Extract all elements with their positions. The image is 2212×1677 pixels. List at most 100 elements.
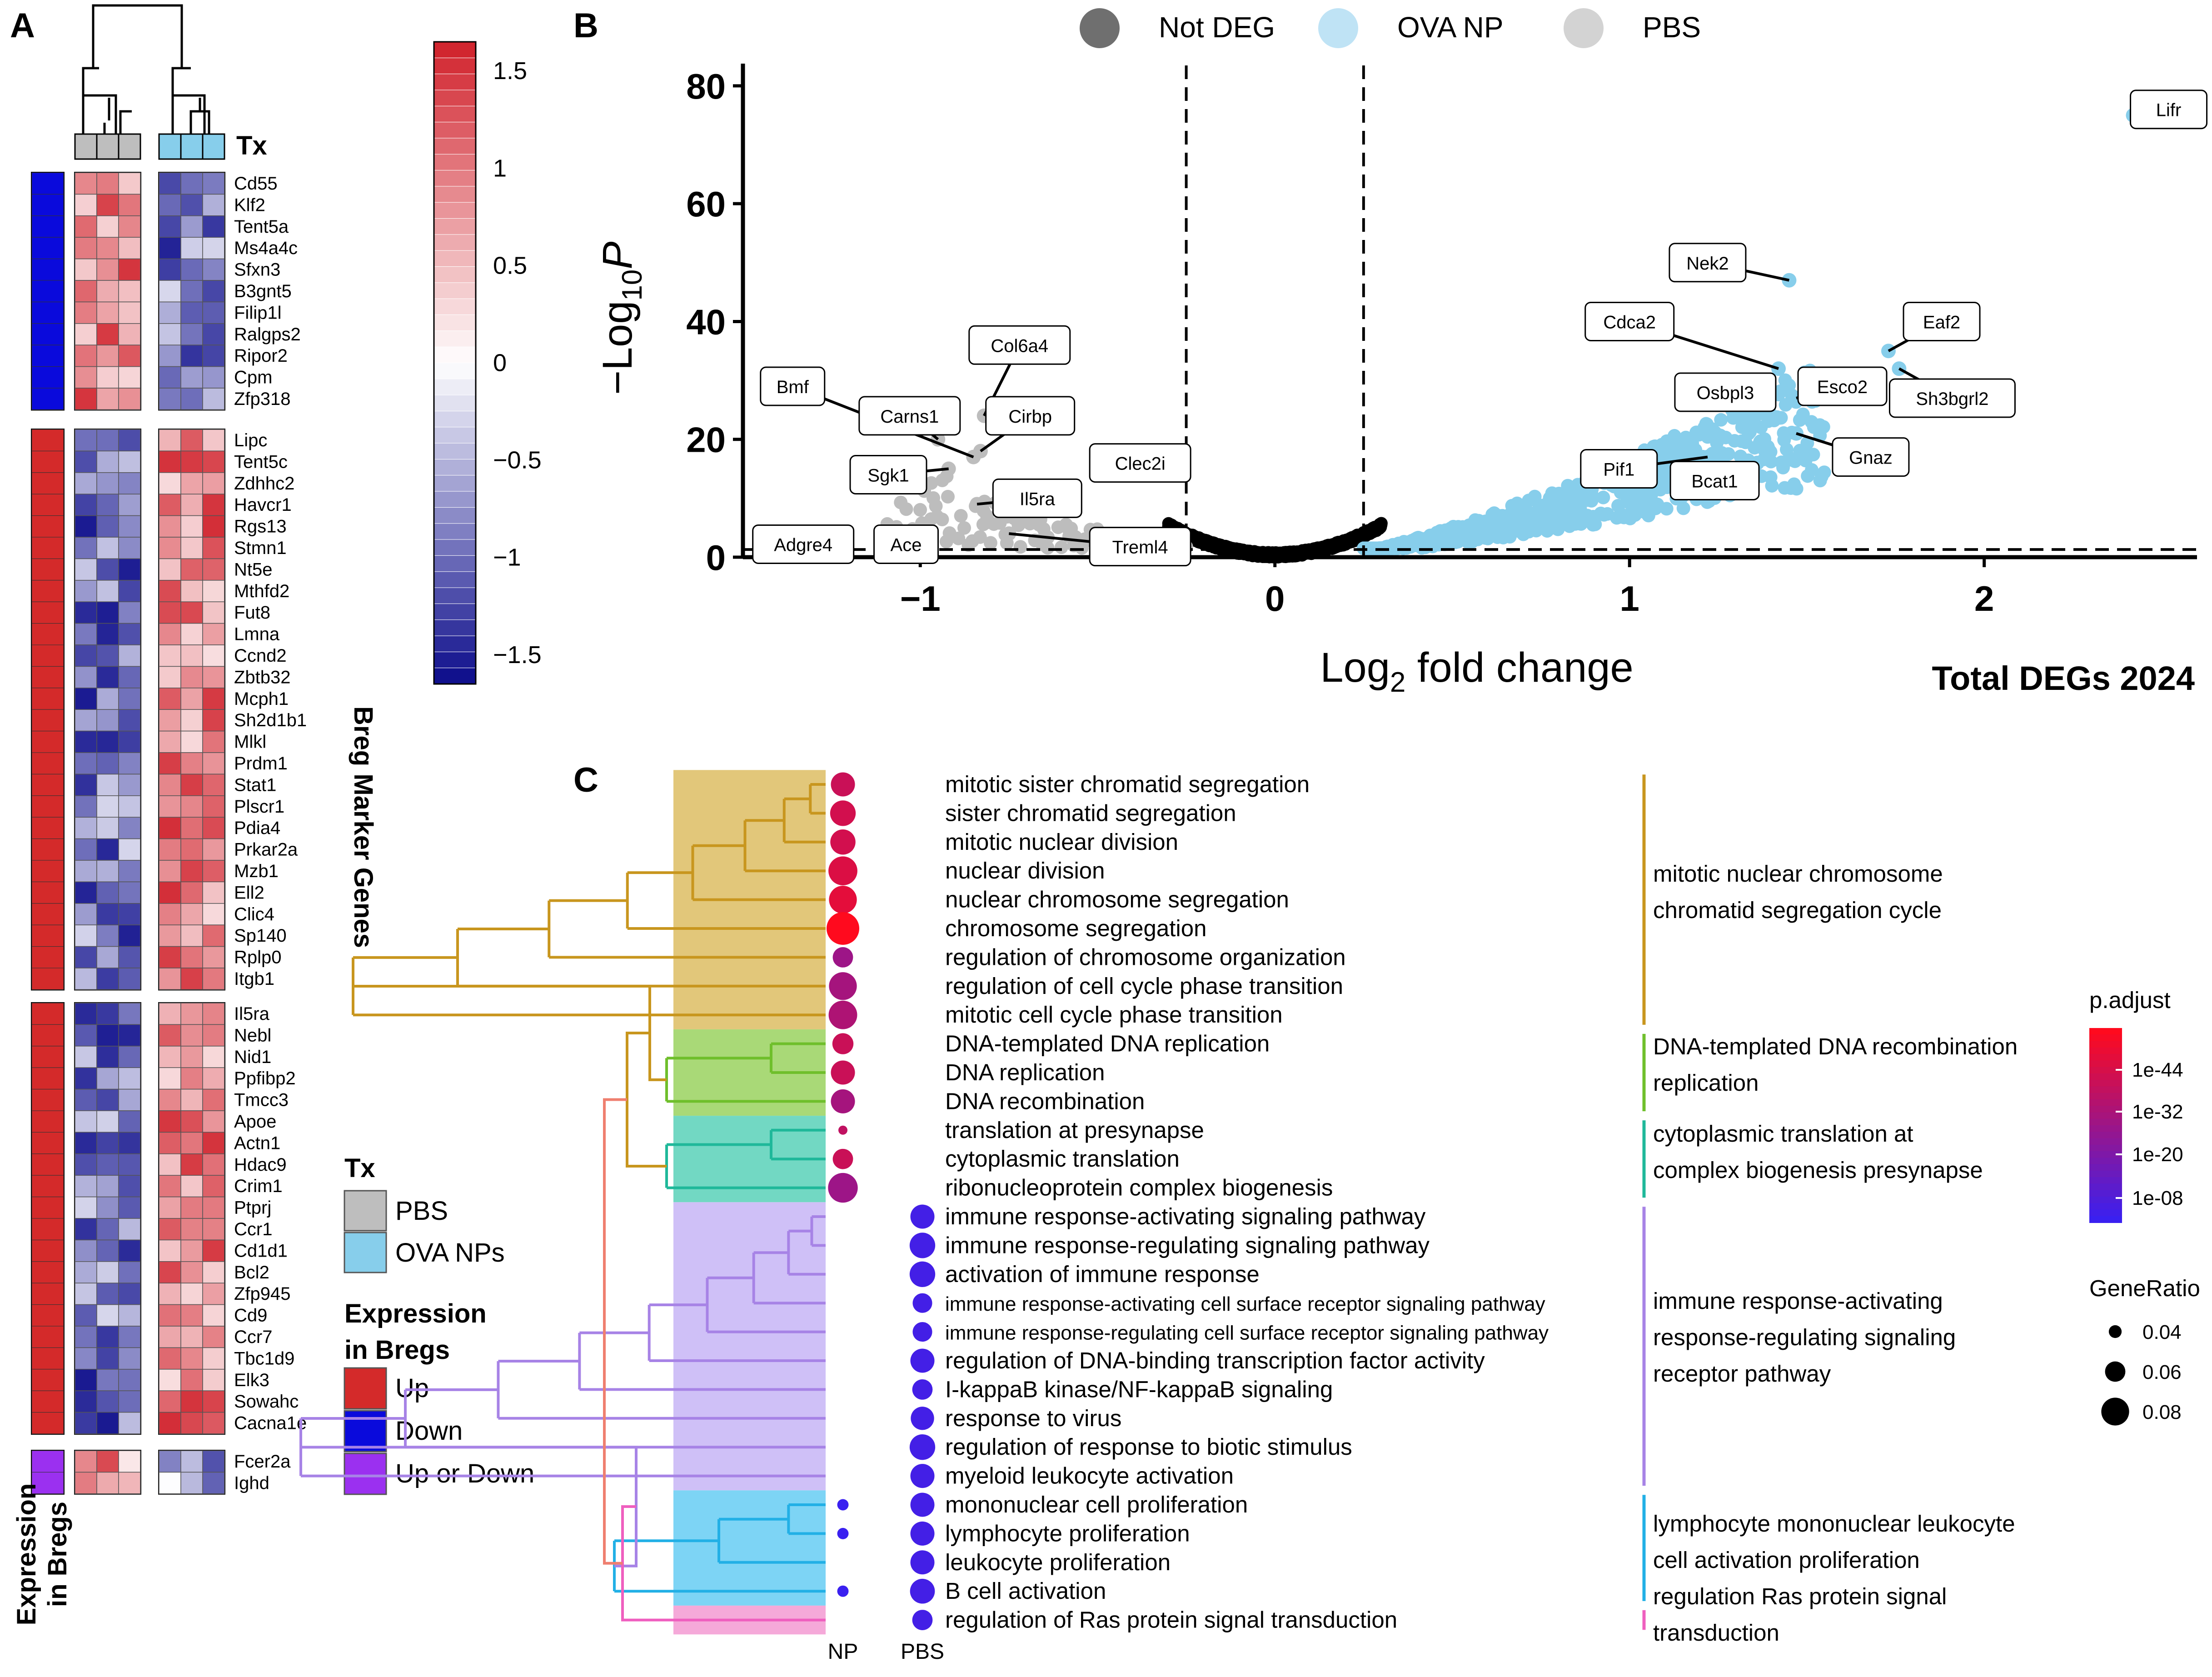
gene-label: Sp140 (234, 926, 287, 946)
heatmap-cell (159, 860, 181, 883)
heatmap-cell (180, 194, 203, 216)
heatmap-cell (96, 1450, 119, 1473)
gene-label: Elk3 (234, 1370, 269, 1390)
heatmap-cell (202, 366, 225, 389)
gene-label: Mzb1 (234, 861, 279, 881)
heatmap-cell (202, 388, 225, 410)
tx-legend-label: PBS (395, 1196, 448, 1226)
x-tick-label: −1 (900, 579, 941, 619)
heatmap-cell (75, 1283, 97, 1305)
heatmap-cell (96, 1088, 119, 1111)
heatmap-cell (202, 838, 225, 861)
heatmap-cell (75, 1196, 97, 1219)
padjust-gradient-step (2089, 1086, 2122, 1093)
heatmap-cell (96, 817, 119, 839)
heatmap-cell (159, 752, 181, 775)
heatmap-cell (118, 666, 141, 689)
callout-label: Ace (891, 535, 922, 555)
tx-annotation-cell (158, 133, 182, 160)
heatmap-cell (202, 924, 225, 947)
status-cell (31, 731, 64, 753)
status-cell (31, 860, 64, 882)
heatmap-cell (96, 1326, 119, 1348)
heatmap-cell (202, 323, 225, 345)
term-label: nuclear division (945, 858, 1105, 883)
heatmap-cell (118, 258, 141, 281)
gene-label: Prdm1 (234, 754, 288, 774)
status-cell (31, 688, 64, 710)
heatmap-cell (96, 1369, 119, 1391)
heatmap-cell (202, 1283, 225, 1305)
heatmap-cell (118, 1003, 141, 1025)
colorbar-step (433, 410, 476, 428)
heatmap-cell (180, 838, 203, 861)
heatmap-cell (159, 344, 181, 367)
gene-label: Ripor2 (234, 346, 288, 366)
padjust-gradient-step (2089, 1112, 2122, 1119)
heatmap-cell (159, 817, 181, 839)
gene-label: Nt5e (234, 559, 273, 579)
heatmap-cell (96, 1196, 119, 1219)
dot-np (832, 947, 853, 968)
heatmap-cell (202, 1003, 225, 1025)
heatmap-cell (75, 666, 97, 689)
volcano-y-axis-label: −Log10P (594, 241, 648, 395)
heatmap-cell (159, 666, 181, 689)
colorbar-step (433, 314, 476, 332)
heatmap-cell (180, 1347, 203, 1370)
heatmap-cell (180, 1110, 203, 1133)
volcano-panel: Not DEG OVA NP PBS 0 20 40 60 80 −1 0 1 2 Lifr Nek2… (594, 8, 2208, 698)
heatmap-cell (180, 666, 203, 689)
heatmap-cell (180, 881, 203, 904)
status-cell (31, 237, 64, 260)
colorbar-step (433, 154, 476, 171)
heatmap-cell (118, 1218, 141, 1241)
heatmap-cell (118, 1153, 141, 1176)
gene-label: Tent5a (234, 217, 289, 237)
expression-in-bregs-label-1: Expression (12, 1483, 41, 1626)
heatmap-cell (118, 1239, 141, 1262)
heatmap-cell (180, 1369, 203, 1391)
expression-legend-title-1: Expression (344, 1299, 487, 1328)
point-ova-np (1475, 515, 1489, 529)
heatmap-cell (75, 1261, 97, 1283)
padjust-gradient-step (2089, 1177, 2122, 1184)
gene-label: Sowahc (234, 1392, 299, 1412)
colorbar-step (433, 427, 476, 444)
heatmap-cells (74, 172, 225, 1495)
colorbar-step (433, 170, 476, 187)
heatmap-cell (118, 194, 141, 216)
heatmap-cell (75, 1412, 97, 1434)
heatmap-cell (159, 172, 181, 195)
heatmap-cell (202, 1046, 225, 1068)
y-tick-label: 0 (706, 538, 726, 578)
dot-pbs (910, 1204, 935, 1229)
status-cell (31, 601, 64, 624)
colorbar-step (433, 507, 476, 524)
colorbar-step (433, 459, 476, 476)
status-cell (31, 1326, 64, 1348)
heatmap-cell (96, 280, 119, 303)
heatmap-cell (118, 1261, 141, 1283)
heatmap-cell (75, 817, 97, 839)
status-cell (31, 795, 64, 818)
dot-pbs (909, 1434, 936, 1460)
heatmap-cell (75, 730, 97, 753)
point-ova-np (1765, 479, 1779, 493)
heatmap-cell (75, 795, 97, 818)
heatmap-cell (202, 709, 225, 732)
heatmap-cell (75, 1067, 97, 1090)
heatmap-cell (118, 450, 141, 473)
gene-label: Sfxn3 (234, 260, 280, 280)
heatmap-cell (180, 601, 203, 624)
padjust-gradient-step (2089, 1132, 2122, 1139)
callout-label: Osbpl3 (1697, 383, 1754, 403)
heatmap-cell (159, 388, 181, 410)
dot-pbs (909, 1233, 936, 1258)
heatmap-cell (159, 688, 181, 710)
heatmap-cell (202, 537, 225, 559)
point-ova-np (1597, 508, 1611, 522)
dot-pbs (912, 1610, 933, 1630)
heatmap-cell (180, 860, 203, 883)
heatmap-cell (202, 1326, 225, 1348)
